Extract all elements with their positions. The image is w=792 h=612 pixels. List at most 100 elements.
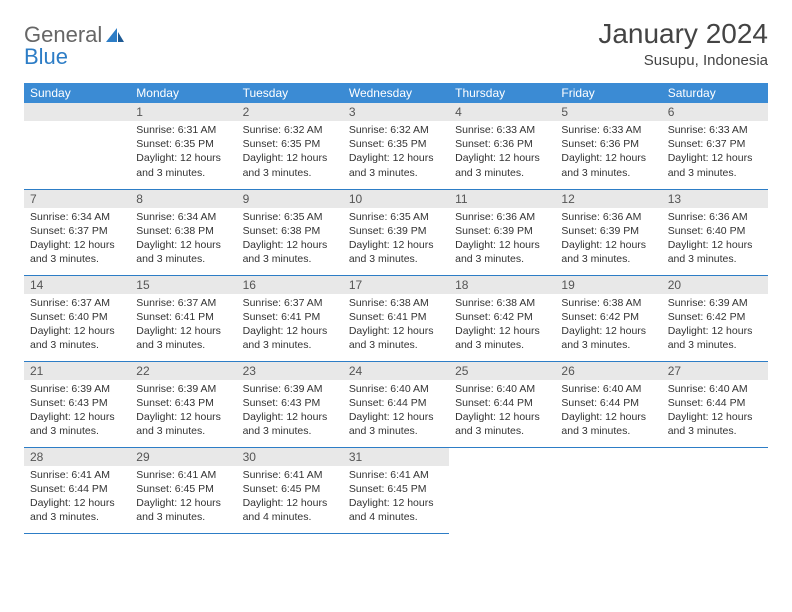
calendar-cell-13: 13Sunrise: 6:36 AMSunset: 6:40 PMDayligh… [662,189,768,275]
day-number: 20 [662,276,768,294]
day-details: Sunrise: 6:37 AMSunset: 6:41 PMDaylight:… [237,294,343,357]
day-details: Sunrise: 6:37 AMSunset: 6:41 PMDaylight:… [130,294,236,357]
calendar-cell-30: 30Sunrise: 6:41 AMSunset: 6:45 PMDayligh… [237,447,343,533]
calendar-cell-6: 6Sunrise: 6:33 AMSunset: 6:37 PMDaylight… [662,103,768,189]
calendar-cell-26: 26Sunrise: 6:40 AMSunset: 6:44 PMDayligh… [555,361,661,447]
day-details: Sunrise: 6:38 AMSunset: 6:42 PMDaylight:… [449,294,555,357]
calendar-cell-1: 1Sunrise: 6:31 AMSunset: 6:35 PMDaylight… [130,103,236,189]
day-number: 31 [343,448,449,466]
calendar-cell-12: 12Sunrise: 6:36 AMSunset: 6:39 PMDayligh… [555,189,661,275]
calendar-cell-31: 31Sunrise: 6:41 AMSunset: 6:45 PMDayligh… [343,447,449,533]
day-details: Sunrise: 6:33 AMSunset: 6:36 PMDaylight:… [449,121,555,184]
calendar-cell-8: 8Sunrise: 6:34 AMSunset: 6:38 PMDaylight… [130,189,236,275]
day-details: Sunrise: 6:38 AMSunset: 6:42 PMDaylight:… [555,294,661,357]
day-number: 21 [24,362,130,380]
day-number: 10 [343,190,449,208]
weekday-monday: Monday [130,83,236,103]
day-details: Sunrise: 6:39 AMSunset: 6:43 PMDaylight:… [24,380,130,443]
weekday-friday: Friday [555,83,661,103]
day-number: 2 [237,103,343,121]
day-number: 12 [555,190,661,208]
day-details: Sunrise: 6:40 AMSunset: 6:44 PMDaylight:… [449,380,555,443]
day-details: Sunrise: 6:34 AMSunset: 6:38 PMDaylight:… [130,208,236,271]
calendar-cell-22: 22Sunrise: 6:39 AMSunset: 6:43 PMDayligh… [130,361,236,447]
calendar-cell-29: 29Sunrise: 6:41 AMSunset: 6:45 PMDayligh… [130,447,236,533]
day-details: Sunrise: 6:34 AMSunset: 6:37 PMDaylight:… [24,208,130,271]
calendar-cell-empty [449,447,555,533]
day-number: 1 [130,103,236,121]
calendar-cell-27: 27Sunrise: 6:40 AMSunset: 6:44 PMDayligh… [662,361,768,447]
day-number: 18 [449,276,555,294]
day-details: Sunrise: 6:40 AMSunset: 6:44 PMDaylight:… [343,380,449,443]
calendar-cell-23: 23Sunrise: 6:39 AMSunset: 6:43 PMDayligh… [237,361,343,447]
month-title: January 2024 [598,18,768,50]
calendar-cell-2: 2Sunrise: 6:32 AMSunset: 6:35 PMDaylight… [237,103,343,189]
day-details: Sunrise: 6:32 AMSunset: 6:35 PMDaylight:… [343,121,449,184]
day-number: 26 [555,362,661,380]
calendar-cell-24: 24Sunrise: 6:40 AMSunset: 6:44 PMDayligh… [343,361,449,447]
day-number: 14 [24,276,130,294]
calendar-cell-5: 5Sunrise: 6:33 AMSunset: 6:36 PMDaylight… [555,103,661,189]
calendar-cell-21: 21Sunrise: 6:39 AMSunset: 6:43 PMDayligh… [24,361,130,447]
day-details: Sunrise: 6:33 AMSunset: 6:37 PMDaylight:… [662,121,768,184]
day-number: 19 [555,276,661,294]
calendar-cell-18: 18Sunrise: 6:38 AMSunset: 6:42 PMDayligh… [449,275,555,361]
weekday-sunday: Sunday [24,83,130,103]
calendar-cell-7: 7Sunrise: 6:34 AMSunset: 6:37 PMDaylight… [24,189,130,275]
day-number: 3 [343,103,449,121]
calendar-cell-3: 3Sunrise: 6:32 AMSunset: 6:35 PMDaylight… [343,103,449,189]
day-number: 24 [343,362,449,380]
calendar-row: 21Sunrise: 6:39 AMSunset: 6:43 PMDayligh… [24,361,768,447]
calendar-cell-16: 16Sunrise: 6:37 AMSunset: 6:41 PMDayligh… [237,275,343,361]
calendar-cell-11: 11Sunrise: 6:36 AMSunset: 6:39 PMDayligh… [449,189,555,275]
day-number: 9 [237,190,343,208]
day-number: 25 [449,362,555,380]
calendar-cell-20: 20Sunrise: 6:39 AMSunset: 6:42 PMDayligh… [662,275,768,361]
title-block: January 2024 Susupu, Indonesia [598,18,768,69]
day-details: Sunrise: 6:41 AMSunset: 6:44 PMDaylight:… [24,466,130,529]
calendar-cell-25: 25Sunrise: 6:40 AMSunset: 6:44 PMDayligh… [449,361,555,447]
weekday-wednesday: Wednesday [343,83,449,103]
day-number-empty [24,103,130,121]
calendar-cell-4: 4Sunrise: 6:33 AMSunset: 6:36 PMDaylight… [449,103,555,189]
calendar-cell-10: 10Sunrise: 6:35 AMSunset: 6:39 PMDayligh… [343,189,449,275]
day-details: Sunrise: 6:31 AMSunset: 6:35 PMDaylight:… [130,121,236,184]
day-number: 17 [343,276,449,294]
day-number: 11 [449,190,555,208]
location: Susupu, Indonesia [598,52,768,69]
day-details: Sunrise: 6:39 AMSunset: 6:43 PMDaylight:… [130,380,236,443]
day-number: 23 [237,362,343,380]
calendar-row: 14Sunrise: 6:37 AMSunset: 6:40 PMDayligh… [24,275,768,361]
weekday-tuesday: Tuesday [237,83,343,103]
day-details: Sunrise: 6:32 AMSunset: 6:35 PMDaylight:… [237,121,343,184]
day-details: Sunrise: 6:39 AMSunset: 6:43 PMDaylight:… [237,380,343,443]
day-details: Sunrise: 6:37 AMSunset: 6:40 PMDaylight:… [24,294,130,357]
day-number: 29 [130,448,236,466]
calendar-table: SundayMondayTuesdayWednesdayThursdayFrid… [24,83,768,534]
day-number: 13 [662,190,768,208]
day-number: 22 [130,362,236,380]
day-number: 15 [130,276,236,294]
day-details: Sunrise: 6:33 AMSunset: 6:36 PMDaylight:… [555,121,661,184]
calendar-cell-19: 19Sunrise: 6:38 AMSunset: 6:42 PMDayligh… [555,275,661,361]
day-number: 5 [555,103,661,121]
day-details: Sunrise: 6:40 AMSunset: 6:44 PMDaylight:… [662,380,768,443]
brand-part2-wrap: Blue [24,44,68,70]
day-number: 27 [662,362,768,380]
day-details: Sunrise: 6:39 AMSunset: 6:42 PMDaylight:… [662,294,768,357]
calendar-cell-9: 9Sunrise: 6:35 AMSunset: 6:38 PMDaylight… [237,189,343,275]
calendar-cell-empty [662,447,768,533]
day-details: Sunrise: 6:38 AMSunset: 6:41 PMDaylight:… [343,294,449,357]
day-number: 6 [662,103,768,121]
day-number: 16 [237,276,343,294]
day-details: Sunrise: 6:35 AMSunset: 6:39 PMDaylight:… [343,208,449,271]
weekday-header-row: SundayMondayTuesdayWednesdayThursdayFrid… [24,83,768,103]
calendar-cell-empty [555,447,661,533]
day-details: Sunrise: 6:35 AMSunset: 6:38 PMDaylight:… [237,208,343,271]
day-number: 30 [237,448,343,466]
day-details: Sunrise: 6:41 AMSunset: 6:45 PMDaylight:… [343,466,449,529]
weekday-thursday: Thursday [449,83,555,103]
day-number: 28 [24,448,130,466]
calendar-row: 28Sunrise: 6:41 AMSunset: 6:44 PMDayligh… [24,447,768,533]
calendar-cell-14: 14Sunrise: 6:37 AMSunset: 6:40 PMDayligh… [24,275,130,361]
